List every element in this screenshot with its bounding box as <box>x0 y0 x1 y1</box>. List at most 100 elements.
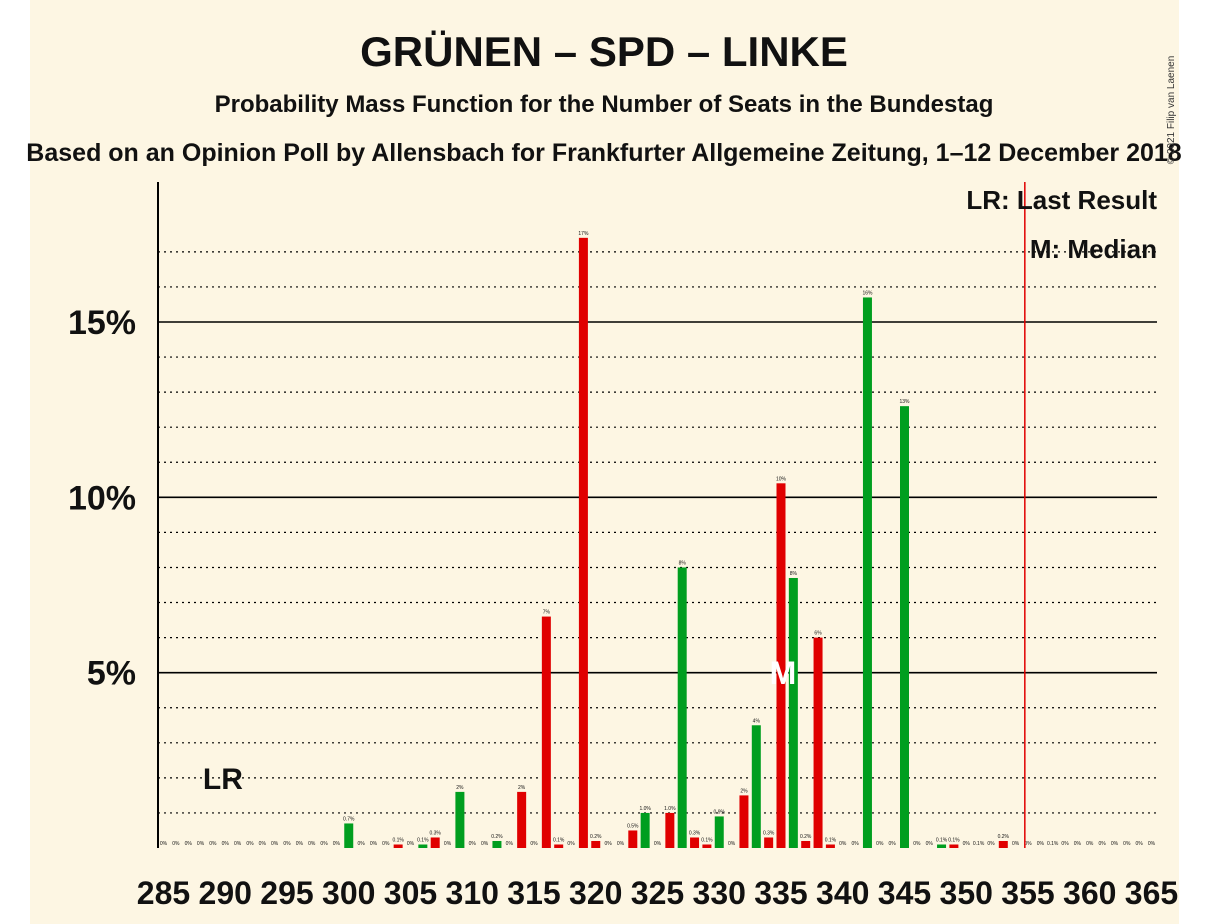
bar-label-seat-354: 0% <box>1012 841 1020 847</box>
bar-label-seat-342: 16% <box>862 290 873 296</box>
y-tick-label: 10% <box>68 479 136 517</box>
bar-label-seat-290: 0% <box>222 841 230 847</box>
bar-seat-336 <box>788 577 798 848</box>
bar-label-seat-286: 0% <box>172 841 180 847</box>
bar-seat-349 <box>949 844 959 848</box>
x-tick-label: 315 <box>507 875 560 911</box>
bar-seat-307 <box>430 837 440 848</box>
bar-label-seat-340: 0% <box>839 841 847 847</box>
bar-label-seat-289: 0% <box>209 841 217 847</box>
x-tick-label: 295 <box>260 875 313 911</box>
bar-label-seat-309: 2% <box>456 785 464 791</box>
bar-label-seat-302: 0% <box>370 841 378 847</box>
bar-label-seat-318: 0% <box>567 841 575 847</box>
bar-label-seat-338: 6% <box>814 631 822 637</box>
bar-label-seat-348: 0.1% <box>936 837 948 843</box>
bar-label-seat-332: 2% <box>740 788 748 794</box>
y-tick-label: 15% <box>68 304 136 342</box>
bar-seat-326 <box>665 812 675 848</box>
legend-median: M: Median <box>1030 234 1157 264</box>
x-tick-label: 305 <box>384 875 437 911</box>
bar-seat-353 <box>998 840 1008 848</box>
bar-label-seat-321: 0% <box>604 841 612 847</box>
chart-source: Based on an Opinion Poll by Allensbach f… <box>26 139 1181 167</box>
bar-label-seat-362: 0% <box>1111 841 1119 847</box>
x-tick-label: 360 <box>1063 875 1116 911</box>
x-tick-label: 310 <box>446 875 499 911</box>
bar-label-seat-285: 0% <box>160 841 168 847</box>
bar-label-seat-304: 0.1% <box>392 837 404 843</box>
bar-label-seat-357: 0.1% <box>1047 841 1059 847</box>
bar-seat-333 <box>751 725 761 848</box>
bar-label-seat-316: 7% <box>543 610 551 616</box>
bar-label-seat-364: 0% <box>1136 841 1144 847</box>
median-marker: M <box>770 655 797 691</box>
bar-label-seat-320: 0.2% <box>590 834 602 840</box>
bar-label-seat-358: 0% <box>1061 841 1069 847</box>
y-tick-label: 5% <box>87 655 136 693</box>
bar-label-seat-363: 0% <box>1123 841 1131 847</box>
bar-label-seat-307: 0.3% <box>429 830 441 836</box>
bar-label-seat-346: 0% <box>913 841 921 847</box>
bar-label-seat-344: 0% <box>889 841 897 847</box>
bar-label-seat-324: 1.0% <box>639 806 651 812</box>
bar-label-seat-323: 0.5% <box>627 823 639 829</box>
bar-label-seat-306: 0.1% <box>417 837 429 843</box>
bar-label-seat-325: 0% <box>654 841 662 847</box>
bar-label-seat-308: 0% <box>444 841 452 847</box>
bar-label-seat-311: 0% <box>481 841 489 847</box>
bar-label-seat-305: 0% <box>407 841 415 847</box>
bar-label-seat-291: 0% <box>234 841 242 847</box>
bar-seat-338 <box>813 637 823 848</box>
bar-label-seat-313: 0% <box>506 841 514 847</box>
bar-label-seat-322: 0% <box>617 841 625 847</box>
bar-seat-330 <box>714 816 724 848</box>
bar-label-seat-303: 0% <box>382 841 390 847</box>
bar-label-seat-327: 8% <box>679 560 687 566</box>
x-tick-label: 340 <box>816 875 869 911</box>
x-tick-label: 330 <box>693 875 746 911</box>
bar-label-seat-301: 0% <box>357 841 365 847</box>
bar-label-seat-326: 1.0% <box>664 806 676 812</box>
bar-seat-334 <box>764 837 774 848</box>
bar-label-seat-347: 0% <box>926 841 934 847</box>
bar-label-seat-341: 0% <box>851 841 859 847</box>
copyright-note: © 2021 Filip van Laenen <box>1166 56 1177 165</box>
bar-seat-345 <box>900 406 909 848</box>
x-tick-label: 285 <box>137 875 190 911</box>
bar-label-seat-352: 0% <box>987 841 995 847</box>
legend-last-result: LR: Last Result <box>966 185 1157 215</box>
x-tick-label: 320 <box>569 875 622 911</box>
bar-seat-324 <box>640 812 650 848</box>
bar-label-seat-293: 0% <box>259 841 267 847</box>
bar-label-seat-300: 0.7% <box>343 816 355 822</box>
bar-label-seat-355: 0% <box>1024 841 1032 847</box>
bar-label-seat-356: 0% <box>1037 841 1045 847</box>
bar-label-seat-297: 0% <box>308 841 316 847</box>
bar-label-seat-361: 0% <box>1098 841 1106 847</box>
bar-seat-328 <box>690 837 700 848</box>
bar-seat-306 <box>418 844 428 848</box>
bar-label-seat-365: 0% <box>1148 841 1156 847</box>
bar-seat-337 <box>801 840 811 848</box>
x-tick-label: 365 <box>1125 875 1178 911</box>
x-tick-label: 355 <box>1001 875 1054 911</box>
bar-label-seat-292: 0% <box>246 841 254 847</box>
bar-label-seat-315: 0% <box>530 841 538 847</box>
bar-seat-300 <box>344 823 354 848</box>
y-axis-ticks: 5% 10% 15% <box>68 304 136 693</box>
bar-labels: 0% 0% 0% 0% 0% 0% 0% 0% 0% 0% 0% 0% 0% 0% 0% 0.7% 0% 0% 0%… <box>160 231 1156 847</box>
bar-seat-342 <box>862 297 872 848</box>
bar-seat-332 <box>739 795 749 848</box>
bar-label-seat-287: 0% <box>185 841 193 847</box>
bar-label-seat-334: 0.3% <box>763 830 775 836</box>
bar-label-seat-359: 0% <box>1074 841 1082 847</box>
x-axis-ticks: 285 290 295 300 305 310 315 320 325 330 335 340 345 3… <box>137 875 1178 911</box>
bar-seat-339 <box>825 844 835 848</box>
bar-label-seat-312: 0.2% <box>491 834 503 840</box>
bar-label-seat-353: 0.2% <box>998 834 1010 840</box>
bar-label-seat-319: 17% <box>578 231 589 237</box>
bar-label-seat-294: 0% <box>271 841 279 847</box>
x-tick-label: 350 <box>940 875 993 911</box>
bar-seat-348 <box>937 844 947 848</box>
